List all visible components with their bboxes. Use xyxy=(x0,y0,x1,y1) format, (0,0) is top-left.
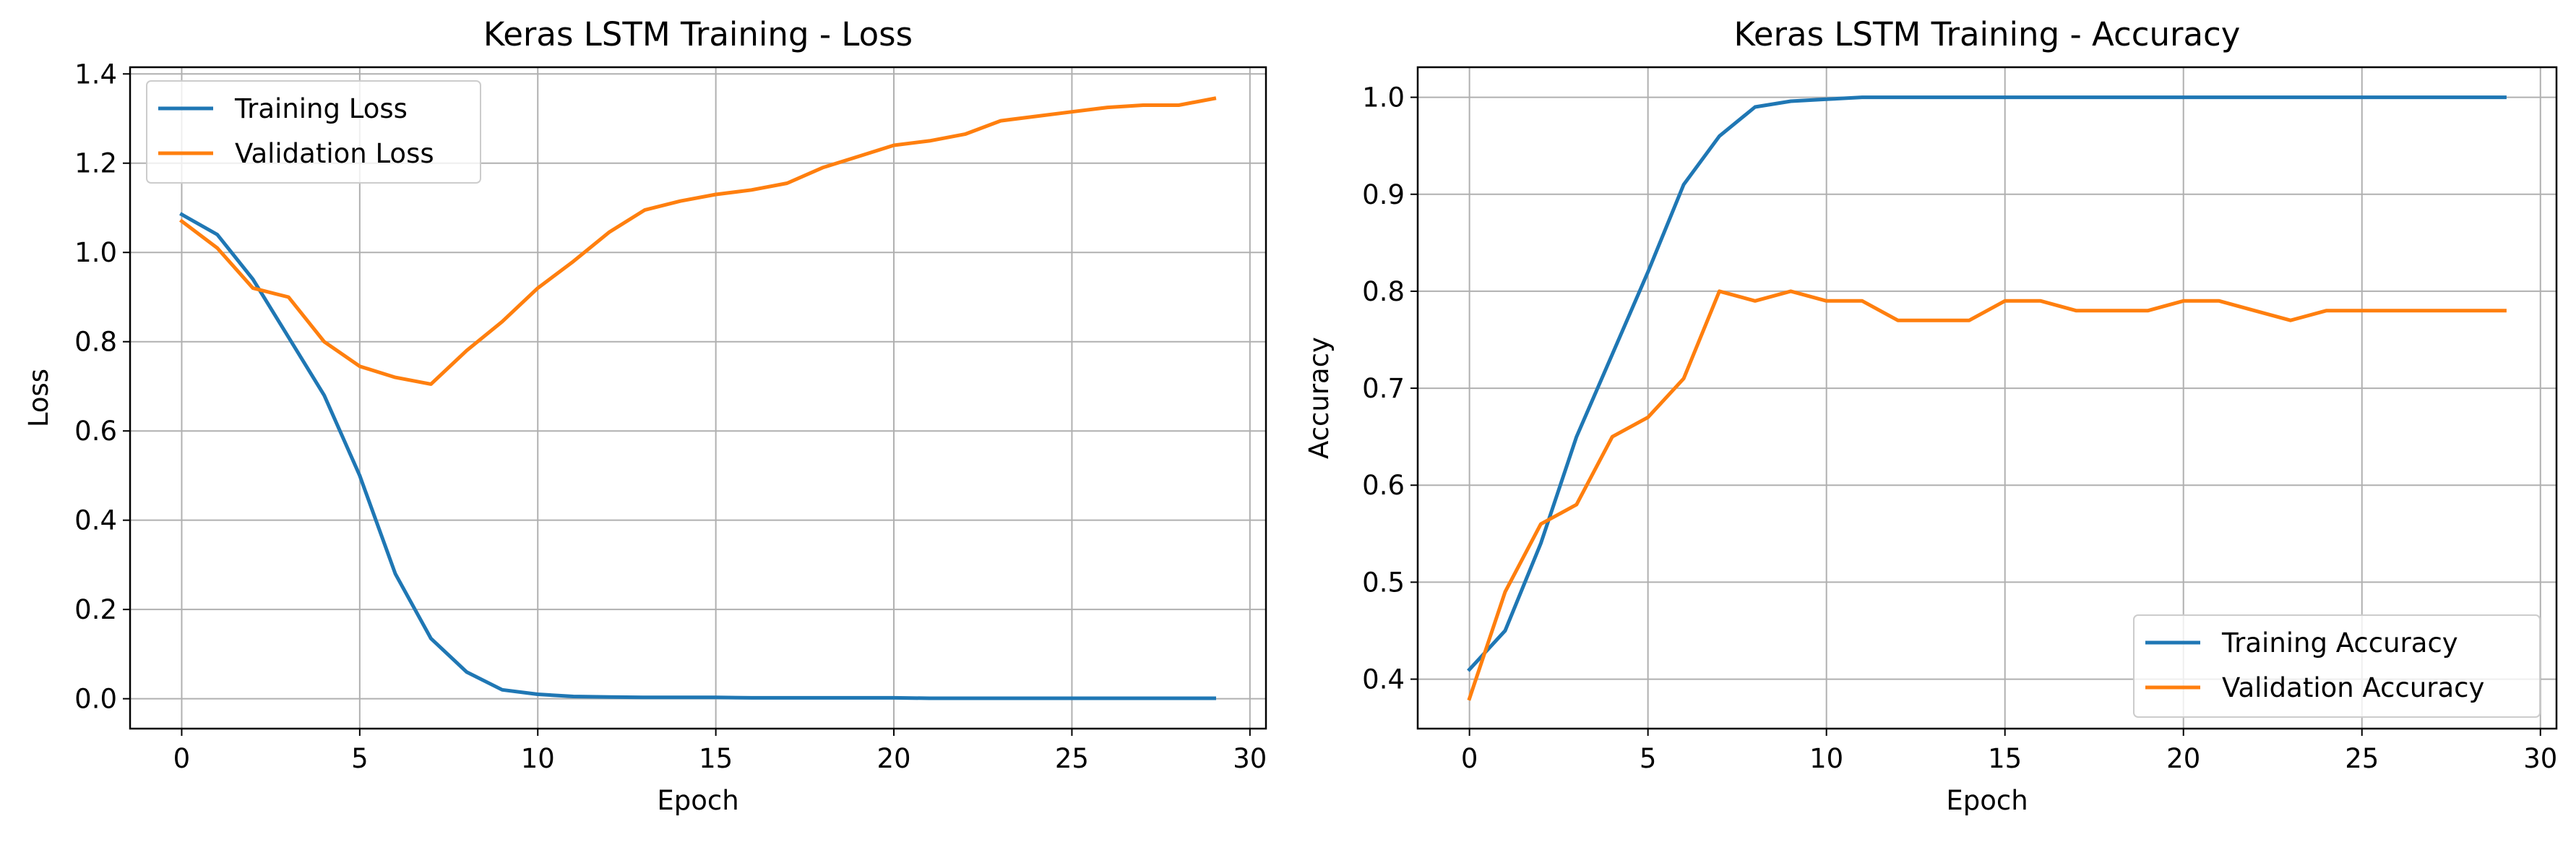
accuracy-x-tick-label: 15 xyxy=(1988,743,2022,774)
accuracy-x-tick-label: 20 xyxy=(2166,743,2200,774)
accuracy-legend-box xyxy=(2133,614,2541,718)
loss-y-tick-label: 0.2 xyxy=(74,594,117,625)
loss-y-axis-label: Loss xyxy=(23,369,54,427)
accuracy-y-tick-label: 0.9 xyxy=(1362,179,1405,210)
accuracy-y-tick-label: 0.4 xyxy=(1362,664,1405,695)
accuracy-y-tick-label: 0.7 xyxy=(1362,373,1405,404)
loss-x-tick-label: 5 xyxy=(351,743,369,774)
loss-legend-box xyxy=(146,80,481,184)
loss-x-tick-label: 30 xyxy=(1233,743,1267,774)
loss-y-tick-label: 0.0 xyxy=(74,684,117,715)
accuracy-x-tick-label: 0 xyxy=(1461,743,1478,774)
accuracy-y-tick-label: 1.0 xyxy=(1362,82,1405,113)
accuracy-y-tick-label: 0.6 xyxy=(1362,470,1405,501)
loss-x-tick-label: 20 xyxy=(876,743,910,774)
accuracy-series-line-validation xyxy=(1467,289,2507,701)
loss-legend: Training Loss Validation Loss xyxy=(146,80,481,184)
loss-legend-label-training: Training Loss xyxy=(234,93,408,124)
loss-legend-label-validation: Validation Loss xyxy=(235,138,434,169)
loss-series-line-training xyxy=(179,212,1216,700)
accuracy-chart-panel: 0 5 10 15 20 25 30 0.4 0.5 0.6 0.7 0.8 0.9 1.0 Keras… xyxy=(1304,15,2557,816)
accuracy-legend-label-training: Training Accuracy xyxy=(2221,627,2458,659)
accuracy-x-tick-label: 5 xyxy=(1640,743,1657,774)
loss-x-tick-label: 15 xyxy=(699,743,733,774)
loss-chart-title: Keras LSTM Training - Loss xyxy=(483,15,913,53)
loss-x-tick-label: 10 xyxy=(521,743,555,774)
loss-y-ticks: 0.0 0.2 0.4 0.6 0.8 1.0 1.2 1.4 xyxy=(74,59,130,715)
accuracy-y-tick-label: 0.5 xyxy=(1362,567,1405,598)
loss-y-tick-label: 0.4 xyxy=(74,505,117,536)
loss-x-tick-label: 25 xyxy=(1055,743,1089,774)
loss-y-tick-label: 0.6 xyxy=(74,416,117,447)
accuracy-x-tick-label: 10 xyxy=(1809,743,1843,774)
loss-grid xyxy=(130,67,1266,729)
accuracy-series-group xyxy=(1467,95,2507,701)
loss-y-tick-label: 0.8 xyxy=(74,327,117,358)
accuracy-series-line-training xyxy=(1467,95,2507,672)
accuracy-chart-title: Keras LSTM Training - Accuracy xyxy=(1734,15,2241,53)
accuracy-y-axis-label: Accuracy xyxy=(1304,337,1335,459)
loss-x-tick-label: 0 xyxy=(173,743,191,774)
accuracy-x-tick-label: 25 xyxy=(2345,743,2379,774)
accuracy-y-ticks: 0.4 0.5 0.6 0.7 0.8 0.9 1.0 xyxy=(1362,82,1418,695)
accuracy-x-ticks: 0 5 10 15 20 25 30 xyxy=(1461,729,2557,774)
accuracy-plot-frame xyxy=(1416,66,2558,730)
loss-y-tick-label: 1.4 xyxy=(74,59,117,90)
loss-series-group xyxy=(178,96,1217,700)
accuracy-x-axis-label: Epoch xyxy=(1946,785,2028,816)
loss-plot-frame xyxy=(129,66,1267,730)
accuracy-x-tick-label: 30 xyxy=(2523,743,2557,774)
loss-y-tick-label: 1.2 xyxy=(74,148,117,179)
loss-chart-panel: 0 5 10 15 20 25 30 0.0 0.2 0.4 0.6 0.8 1.0 1.2 1.4 Ke… xyxy=(23,15,1267,816)
accuracy-y-tick-label: 0.8 xyxy=(1362,276,1405,307)
loss-x-ticks: 0 5 10 15 20 25 30 xyxy=(173,729,1267,774)
accuracy-legend: Training Accuracy Validation Accuracy xyxy=(2133,614,2541,718)
loss-series-line-validation xyxy=(178,96,1217,386)
accuracy-legend-label-validation: Validation Accuracy xyxy=(2222,672,2484,703)
loss-y-tick-label: 1.0 xyxy=(74,237,117,268)
loss-x-axis-label: Epoch xyxy=(657,785,738,816)
